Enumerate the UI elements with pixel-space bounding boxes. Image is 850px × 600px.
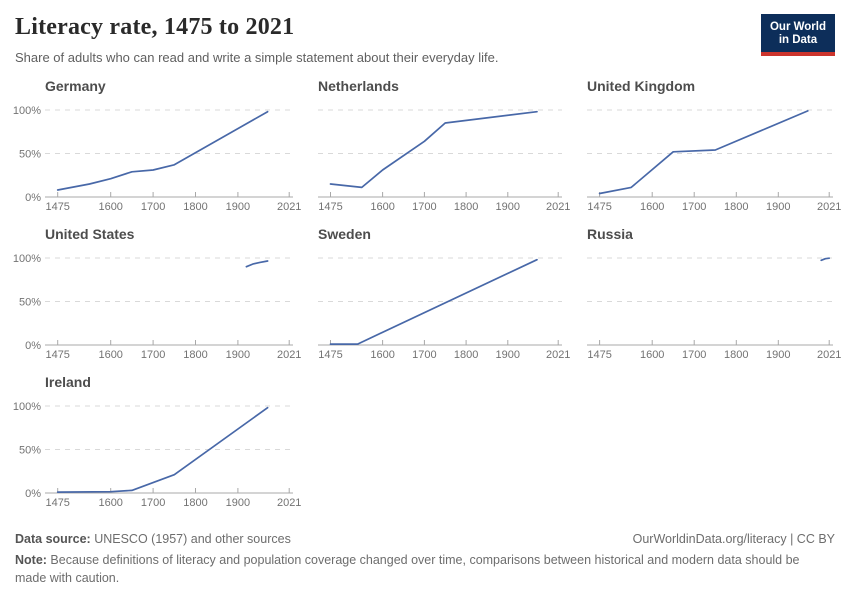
x-tick-label: 2021: [546, 349, 570, 361]
x-tick-label: 1700: [141, 497, 165, 509]
y-tick-label: 0%: [25, 340, 41, 352]
x-tick-label: 2021: [817, 201, 841, 213]
chart-panel-united-kingdom: United Kingdom 1475 1600 1700 1800 1900 2021: [585, 78, 841, 218]
chart-panel-title: United Kingdom: [587, 78, 696, 94]
x-tick-label: 1700: [141, 349, 165, 361]
owid-logo-line1: Our World: [769, 21, 826, 33]
y-tick-label: 0%: [25, 192, 41, 204]
x-tick-label: 1800: [724, 201, 748, 213]
x-tick-label: 1700: [682, 349, 706, 361]
x-tick-label: 1800: [454, 349, 478, 361]
series-line: [56, 110, 269, 191]
data-source: Data source: UNESCO (1957) and other sou…: [15, 530, 291, 548]
attribution-link[interactable]: OurWorldinData.org/literacy | CC BY: [632, 532, 835, 546]
x-tick-label: 1600: [98, 201, 122, 213]
chart-panel-russia: Russia 1475 1600 1700 1800 1900 2021: [585, 226, 841, 366]
y-tick-label: 50%: [19, 297, 41, 309]
x-tick-label: 2021: [277, 497, 301, 509]
line-chart-united-kingdom: 1475 1600 1700 1800 1900 2021: [587, 109, 841, 213]
series-line: [820, 257, 831, 262]
x-tick-label: 2021: [817, 349, 841, 361]
owid-logo[interactable]: Our World in Data: [760, 14, 835, 56]
footnote-text: Because definitions of literacy and popu…: [15, 553, 800, 586]
owid-logo-line2: in Data: [778, 34, 818, 46]
x-tick-label: 1600: [98, 497, 122, 509]
series-line: [329, 258, 538, 345]
x-tick-label: 1600: [370, 349, 394, 361]
line-chart-germany: 1475 1600 1700 1800 1900 2021 0% 50% 100%: [13, 105, 302, 213]
chart-panel-germany: Germany 1475 1600 1700 1800 1900 2021 0% 50% 100…: [13, 78, 302, 218]
x-tick-label: 1475: [587, 201, 611, 213]
x-tick-label: 1475: [45, 201, 69, 213]
chart-panel-united-states: United States 1475 1600 1700 1800 1900 2021 0%…: [13, 226, 302, 366]
x-tick-label: 1900: [766, 349, 790, 361]
chart-panel-title: Ireland: [45, 374, 91, 390]
x-tick-label: 1475: [45, 497, 69, 509]
line-chart-netherlands: 1475 1600 1700 1800 1900 2021: [318, 109, 570, 213]
chart-panel-sweden: Sweden 1475 1600 1700 1800 1900 2021: [316, 226, 570, 366]
series-line: [329, 110, 538, 189]
footer-row: Data source: UNESCO (1957) and other sou…: [15, 530, 835, 548]
x-tick-label: 1700: [682, 201, 706, 213]
y-tick-label: 50%: [19, 149, 41, 161]
charts-grid: Germany 1475 1600 1700 1800 1900 2021 0% 50% 100…: [13, 78, 842, 514]
x-tick-label: 1600: [640, 201, 664, 213]
y-tick-label: 100%: [13, 253, 41, 265]
chart-panel-title: Germany: [45, 78, 106, 94]
x-tick-label: 1475: [318, 349, 342, 361]
page-title: Literacy rate, 1475 to 2021: [15, 14, 295, 40]
x-tick-label: 1900: [766, 201, 790, 213]
x-tick-label: 1700: [412, 349, 436, 361]
series-line: [598, 110, 809, 195]
x-tick-label: 1900: [226, 349, 250, 361]
x-tick-label: 1800: [183, 349, 207, 361]
page-subtitle: Share of adults who can read and write a…: [15, 50, 499, 65]
x-tick-label: 1800: [454, 201, 478, 213]
x-tick-label: 1900: [226, 201, 250, 213]
chart-panel-netherlands: Netherlands 1475 1600 1700 1800 1900 2021: [316, 78, 570, 218]
footnote-label: Note:: [15, 553, 47, 568]
chart-panel-title: Russia: [587, 226, 633, 242]
header: Literacy rate, 1475 to 2021 Share of adu…: [15, 12, 835, 65]
y-tick-label: 50%: [19, 445, 41, 457]
line-chart-russia: 1475 1600 1700 1800 1900 2021: [587, 257, 841, 361]
x-tick-label: 1800: [183, 201, 207, 213]
x-tick-label: 1600: [98, 349, 122, 361]
x-tick-label: 1600: [370, 201, 394, 213]
footer: Data source: UNESCO (1957) and other sou…: [15, 530, 835, 587]
x-tick-label: 1475: [587, 349, 611, 361]
chart-panel-title: Netherlands: [318, 78, 399, 94]
x-tick-label: 1475: [318, 201, 342, 213]
x-tick-label: 1800: [183, 497, 207, 509]
x-tick-label: 1900: [496, 349, 520, 361]
series-line: [245, 260, 269, 268]
series-line: [56, 406, 269, 493]
line-chart-ireland: 1475 1600 1700 1800 1900 2021 0% 50% 100%: [13, 401, 302, 509]
data-source-label: Data source:: [15, 532, 91, 546]
y-tick-label: 100%: [13, 105, 41, 117]
line-chart-united-states: 1475 1600 1700 1800 1900 2021 0% 50% 100%: [13, 253, 302, 361]
x-tick-label: 1900: [226, 497, 250, 509]
x-tick-label: 2021: [546, 201, 570, 213]
x-tick-label: 2021: [277, 201, 301, 213]
x-tick-label: 1800: [724, 349, 748, 361]
data-source-text: UNESCO (1957) and other sources: [90, 532, 291, 546]
y-tick-label: 0%: [25, 488, 41, 500]
x-tick-label: 1700: [412, 201, 436, 213]
x-tick-label: 1700: [141, 201, 165, 213]
chart-panel-title: Sweden: [318, 226, 371, 242]
x-tick-label: 1475: [45, 349, 69, 361]
x-tick-label: 1600: [640, 349, 664, 361]
chart-panel-title: United States: [45, 226, 135, 242]
x-tick-label: 1900: [496, 201, 520, 213]
line-chart-sweden: 1475 1600 1700 1800 1900 2021: [318, 257, 570, 361]
footnote: Note: Because definitions of literacy an…: [15, 551, 805, 587]
header-text: Literacy rate, 1475 to 2021 Share of adu…: [15, 12, 498, 65]
chart-panel-ireland: Ireland 1475 1600 1700 1800 1900 2021 0% 50% 100…: [13, 374, 302, 514]
x-tick-label: 2021: [277, 349, 301, 361]
y-tick-label: 100%: [13, 401, 41, 413]
